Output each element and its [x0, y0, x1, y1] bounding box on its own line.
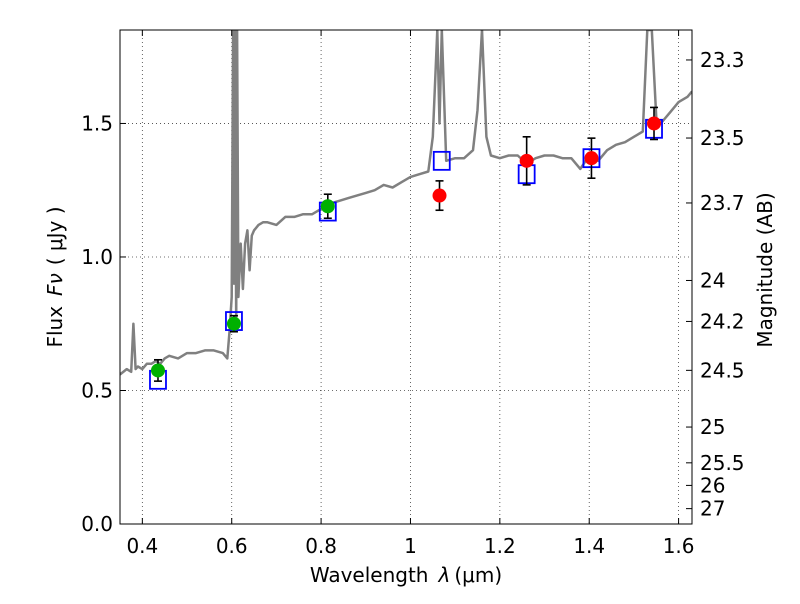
x-tick-label: 1.4 — [573, 534, 605, 558]
mag-tick-label: 25.5 — [700, 451, 745, 475]
mag-tick-label: 23.3 — [700, 48, 745, 72]
y-tick-label: 0.0 — [81, 512, 113, 536]
x-tick-label: 1.2 — [484, 534, 516, 558]
model-box — [432, 150, 451, 171]
points-layer — [149, 106, 663, 390]
mag-tick-label: 23.7 — [700, 191, 745, 215]
axes-ticks: 0.4 0.6 0.8 1 1.2 1.4 1.6 0.0 0.5 1.0 1.5 23.3 23.5 2… — [81, 30, 745, 558]
mag-tick-label: 26 — [700, 473, 725, 497]
mag-tick-label: 24 — [700, 268, 725, 292]
mag-tick-label: 25 — [700, 415, 725, 439]
red-point — [519, 153, 534, 168]
green-point — [320, 199, 335, 214]
mag-tick-label: 24.5 — [700, 358, 745, 382]
y-tick-label: 0.5 — [81, 378, 113, 402]
green-point — [150, 363, 165, 378]
x-axis-label: Wavelength λ (μm) — [310, 563, 502, 587]
x-tick-label: 1.6 — [663, 534, 695, 558]
x-tick-label: 0.4 — [126, 534, 158, 558]
red-point — [647, 116, 662, 131]
plot-frame — [119, 29, 693, 525]
red-point — [432, 188, 447, 203]
y-axis-label: FluxFν( μJy ) — [43, 206, 67, 347]
mag-tick-label: 24.2 — [700, 309, 745, 333]
y-tick-label: 1.5 — [81, 111, 113, 135]
x-tick-label: 0.8 — [305, 534, 337, 558]
red-point — [584, 151, 599, 166]
x-tick-label: 1 — [404, 534, 417, 558]
mag-tick-label: 23.5 — [700, 126, 745, 150]
spectrum-line — [120, 30, 692, 376]
x-tick-label: 0.6 — [216, 534, 248, 558]
green-point — [226, 316, 241, 331]
spectrum-layer — [120, 30, 692, 376]
y-tick-label: 1.0 — [81, 245, 113, 269]
right-axis-label: Magnitude (AB) — [753, 192, 777, 347]
mag-tick-label: 27 — [700, 497, 725, 521]
